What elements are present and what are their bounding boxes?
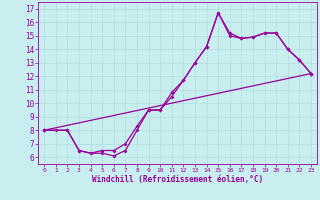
X-axis label: Windchill (Refroidissement éolien,°C): Windchill (Refroidissement éolien,°C) (92, 175, 263, 184)
